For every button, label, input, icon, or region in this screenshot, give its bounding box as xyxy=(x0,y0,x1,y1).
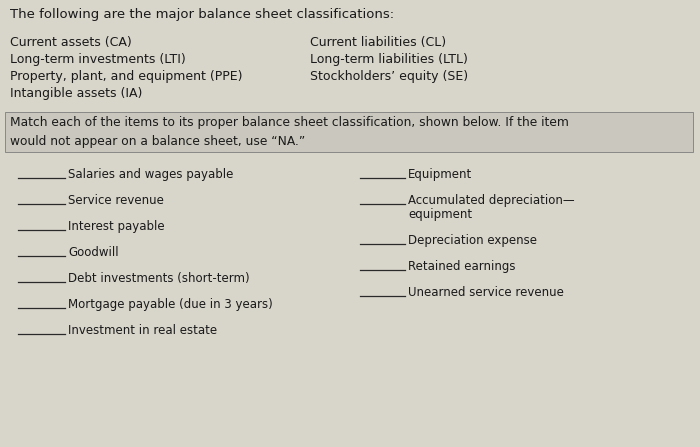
Text: Stockholders’ equity (SE): Stockholders’ equity (SE) xyxy=(310,70,468,83)
Text: The following are the major balance sheet classifications:: The following are the major balance shee… xyxy=(10,8,394,21)
Text: Service revenue: Service revenue xyxy=(68,194,164,207)
Text: equipment: equipment xyxy=(408,208,472,221)
Text: Mortgage payable (due in 3 years): Mortgage payable (due in 3 years) xyxy=(68,298,273,311)
Text: Unearned service revenue: Unearned service revenue xyxy=(408,286,564,299)
Text: Accumulated depreciation—: Accumulated depreciation— xyxy=(408,194,575,207)
Text: Long-term liabilities (LTL): Long-term liabilities (LTL) xyxy=(310,53,468,66)
FancyBboxPatch shape xyxy=(5,112,693,152)
Text: Retained earnings: Retained earnings xyxy=(408,260,515,273)
Text: Long-term investments (LTI): Long-term investments (LTI) xyxy=(10,53,186,66)
Text: Investment in real estate: Investment in real estate xyxy=(68,324,217,337)
Text: Depreciation expense: Depreciation expense xyxy=(408,234,537,247)
Text: Interest payable: Interest payable xyxy=(68,220,164,233)
Text: Intangible assets (IA): Intangible assets (IA) xyxy=(10,87,142,100)
Text: Match each of the items to its proper balance sheet classification, shown below.: Match each of the items to its proper ba… xyxy=(10,116,569,148)
Text: Salaries and wages payable: Salaries and wages payable xyxy=(68,168,233,181)
Text: Property, plant, and equipment (PPE): Property, plant, and equipment (PPE) xyxy=(10,70,242,83)
Text: Current assets (CA): Current assets (CA) xyxy=(10,36,132,49)
Text: Debt investments (short-term): Debt investments (short-term) xyxy=(68,272,250,285)
Text: Current liabilities (CL): Current liabilities (CL) xyxy=(310,36,446,49)
Text: Goodwill: Goodwill xyxy=(68,246,118,259)
Text: Equipment: Equipment xyxy=(408,168,472,181)
